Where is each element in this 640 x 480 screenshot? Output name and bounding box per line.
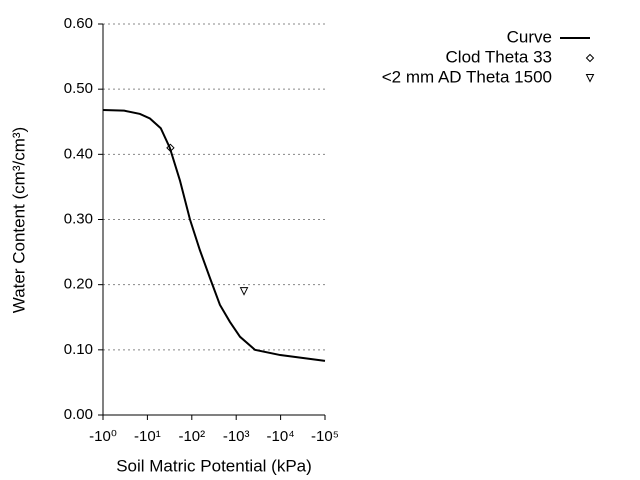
y-tick-label: 0.10 <box>64 341 93 358</box>
x-tick-label: -10⁴ <box>267 428 295 445</box>
y-tick-label: 0.00 <box>64 406 93 423</box>
x-tick-label: -10³ <box>223 428 250 445</box>
legend-marker <box>585 74 595 83</box>
legend-label: Curve <box>507 27 552 46</box>
y-tick-label: 0.20 <box>64 276 93 293</box>
legend-label: <2 mm AD Theta 1500 <box>382 67 552 86</box>
data-point <box>239 287 249 296</box>
x-tick-label: -10⁰ <box>89 428 117 445</box>
y-tick-label: 0.50 <box>64 80 93 97</box>
data-point <box>166 143 175 153</box>
y-tick-label: 0.60 <box>64 15 93 32</box>
x-tick-label: -10⁵ <box>311 428 339 445</box>
x-tick-label: -10² <box>178 428 205 445</box>
y-tick-label: 0.40 <box>64 145 93 162</box>
x-axis-label: Soil Matric Potential (kPa) <box>116 456 312 475</box>
x-tick-label: -10¹ <box>134 428 161 445</box>
y-axis-label: Water Content (cm³/cm³) <box>9 127 28 313</box>
y-tick-label: 0.30 <box>64 210 93 227</box>
legend-marker <box>585 53 595 63</box>
curve <box>102 109 326 362</box>
legend-label: Clod Theta 33 <box>446 47 552 66</box>
